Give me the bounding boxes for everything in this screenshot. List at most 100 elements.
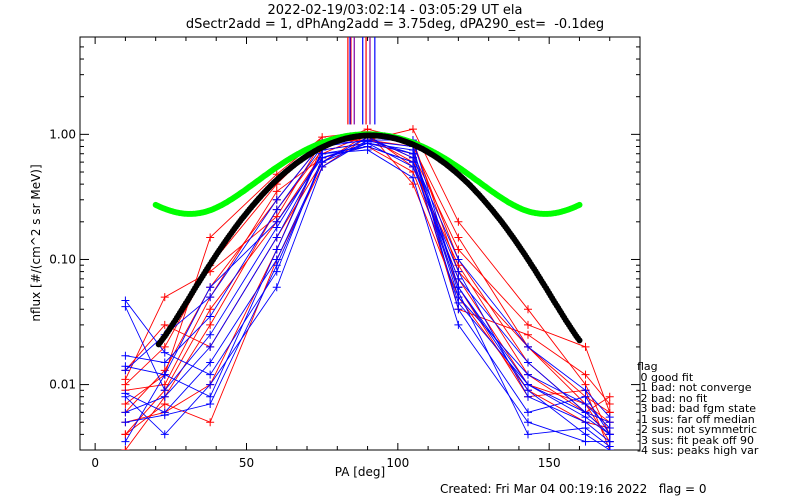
data-point — [454, 217, 463, 226]
fit-point — [576, 337, 583, 344]
data-point — [160, 320, 169, 329]
data-point — [272, 245, 281, 254]
data-point — [272, 261, 281, 270]
data-point — [272, 205, 281, 214]
series-line — [125, 146, 611, 450]
data-point — [160, 370, 169, 379]
data-point — [318, 158, 327, 167]
data-point — [272, 187, 281, 196]
fit-point — [576, 201, 583, 208]
data-point — [206, 293, 215, 302]
data-point — [408, 173, 417, 182]
data-point — [581, 370, 590, 379]
data-point — [524, 342, 532, 351]
data-point — [206, 380, 215, 389]
data-point — [272, 217, 281, 226]
data-point — [524, 370, 532, 379]
data-point — [121, 399, 130, 408]
data-point — [206, 283, 215, 292]
data-point — [121, 302, 130, 311]
data-point — [160, 430, 169, 439]
data-point — [206, 320, 215, 329]
series-line — [125, 139, 610, 450]
data-point — [121, 446, 130, 450]
flag-legend-line: flag — [637, 360, 658, 373]
data-point — [454, 245, 463, 254]
data-point — [160, 348, 169, 357]
chart-title-line-1: 2022-02-19/03:02:14 - 03:05:29 UT ela — [267, 3, 523, 18]
data-point — [121, 366, 130, 375]
data-point — [206, 342, 215, 351]
data-point — [524, 320, 532, 329]
data-point — [524, 358, 532, 367]
series-line — [125, 142, 611, 450]
blue-series — [121, 136, 614, 450]
black-fit-curve — [155, 132, 583, 348]
data-point — [524, 380, 532, 389]
red-series — [121, 139, 614, 450]
x-tick-label: 50 — [239, 456, 254, 470]
y-tick-label: 0.10 — [49, 252, 76, 266]
green-fit-curve — [152, 131, 583, 217]
flag-legend-line: 0 good fit — [637, 370, 694, 384]
data-point — [454, 320, 463, 329]
data-point — [454, 298, 463, 307]
data-point — [160, 293, 169, 302]
data-point — [605, 399, 614, 408]
data-point — [206, 392, 215, 401]
data-point — [605, 413, 614, 422]
y-tick-label: 1.00 — [49, 127, 76, 141]
data-point — [160, 358, 169, 367]
peak-markers-group — [347, 37, 376, 125]
y-tick-label: 0.01 — [49, 378, 76, 392]
data-point — [524, 430, 532, 439]
data-point — [206, 399, 215, 408]
data-point — [454, 255, 463, 264]
axes-group: 0 50 100 150 0.01 0.10 1.00 — [49, 36, 640, 470]
data-point — [272, 283, 281, 292]
data-point — [524, 305, 532, 314]
data-point — [121, 430, 130, 439]
data-point — [206, 312, 215, 321]
data-point — [206, 305, 215, 314]
data-point — [605, 430, 614, 439]
flag-legend-line: 2 bad: no fit — [637, 391, 708, 405]
blue-series — [121, 142, 614, 446]
flag-legend-line: -3 sus: fit peak off 90 — [637, 433, 754, 447]
data-point — [206, 358, 215, 367]
data-point — [408, 125, 417, 134]
flag-legend-line: -1 sus: far off median — [637, 412, 755, 426]
data-point — [408, 149, 417, 158]
data-point — [206, 330, 215, 339]
data-point — [206, 418, 215, 427]
plot-frame — [79, 36, 641, 451]
flag-legend-line: 3 bad: bad fgm state — [637, 402, 757, 415]
data-point — [272, 233, 281, 242]
data-point — [206, 370, 215, 379]
data-point — [524, 330, 532, 339]
data-point — [454, 233, 463, 242]
data-point — [160, 392, 169, 401]
flag-legend-line: -4 sus: peaks high var — [637, 444, 759, 457]
y-axis-label: nflux [#/(cm^2 s sr MeV)] — [29, 164, 43, 321]
data-point — [581, 413, 590, 422]
flag-legend-line: 1 bad: not converge — [637, 381, 752, 394]
flag-legend-line: -2 sus: not symmetric — [637, 423, 757, 436]
blue-series — [121, 139, 614, 450]
data-point — [121, 392, 130, 401]
data-point — [605, 442, 614, 450]
data-point — [160, 399, 169, 408]
data-point — [121, 437, 130, 446]
data-point — [121, 418, 130, 427]
blue-series — [121, 142, 614, 446]
data-point — [524, 418, 532, 427]
data-point — [581, 386, 590, 395]
series-group — [121, 125, 614, 450]
x-tick-label: 150 — [538, 456, 561, 470]
data-point — [121, 351, 130, 360]
data-point — [605, 392, 614, 401]
fit-curves-group — [152, 131, 583, 348]
data-point — [206, 233, 215, 242]
data-point — [581, 342, 590, 351]
